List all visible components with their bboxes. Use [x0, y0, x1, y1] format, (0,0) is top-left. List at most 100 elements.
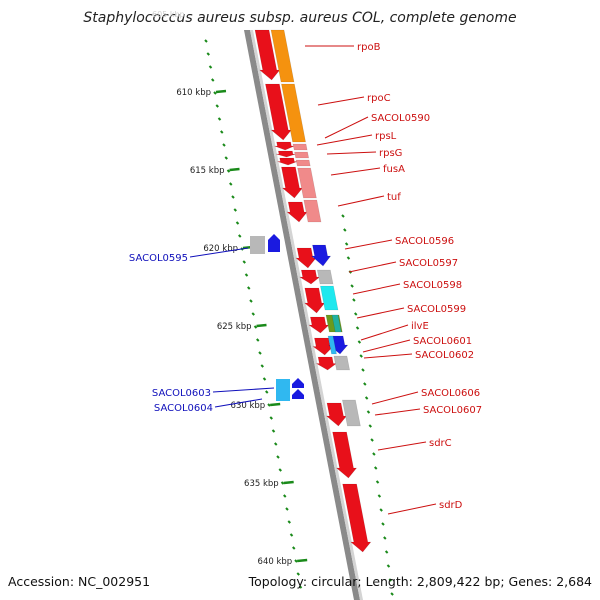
scale-dot-right: [363, 382, 367, 386]
scale-dot: [262, 377, 267, 381]
scale-dot: [235, 221, 240, 225]
gene-forward-secondary: [292, 143, 308, 151]
scale-tick-label: 635 kbp: [244, 479, 279, 489]
gene-label-leader: [371, 391, 419, 405]
gene-label-leader: [377, 441, 427, 451]
scale-tick-label: 615 kbp: [190, 166, 225, 176]
scale-tick-major: [283, 480, 294, 485]
scale-dot: [204, 39, 208, 43]
gene-forward-red: [342, 483, 372, 553]
scale-dot-right: [352, 298, 356, 302]
gene-label-forward: SACOL0599: [407, 304, 466, 315]
scale-dot-right: [379, 508, 383, 512]
gene-label-leader: [337, 195, 385, 207]
accession-text: Accession: NC_002951: [8, 574, 151, 589]
scale-dot: [247, 286, 251, 290]
gene-forward-secondary: [303, 199, 322, 223]
gene-label-reverse: SACOL0603: [152, 388, 211, 399]
gene-reverse-blue: [292, 389, 304, 399]
backbone: [244, 30, 363, 600]
scale-dot: [231, 195, 235, 199]
scale-dot: [249, 299, 253, 303]
gene-labels: rpoB rpoC SACOL0590 rpsL rpsG fusA tuf SACOL059…: [129, 42, 482, 515]
scale-dot-right: [377, 494, 382, 498]
gene-forward-red: [265, 83, 292, 141]
scale-dot-right: [390, 592, 394, 596]
scale-dot-right: [381, 522, 385, 526]
scale-dot-right: [366, 410, 371, 414]
gene-forward-red: [277, 157, 298, 166]
gene-forward-red: [275, 150, 297, 158]
gene-forward-secondary: [310, 244, 332, 267]
scale-dot: [220, 130, 224, 134]
scale-dot: [242, 260, 246, 264]
scale-dot-right: [370, 438, 374, 442]
scale-tick-label: 610 kbp: [176, 88, 211, 98]
gene-forward-secondary: [295, 159, 311, 167]
scale-tick-label: 640 kbp: [258, 557, 293, 567]
scale-dot: [217, 117, 222, 121]
gene-label-forward: SACOL0597: [399, 258, 458, 269]
gene-label-forward: rpoC: [367, 93, 391, 104]
gene-label-forward: rpsG: [379, 148, 402, 159]
gene-forward-red: [307, 316, 330, 334]
gene-label-forward: fusA: [383, 164, 405, 175]
gene-label-leader: [189, 247, 249, 258]
scale-dot-right: [361, 368, 365, 372]
gene-label-forward: SACOL0590: [371, 113, 430, 124]
scale-dot: [278, 468, 282, 472]
scale-ticks: 605 kbp 610 kbp 615 kbp 620 kbp 625 kbp 630 k…: [152, 10, 394, 596]
gene-label-forward: SACOL0596: [395, 236, 454, 247]
gene-forward-secondary: [333, 355, 350, 371]
gene-label-leader: [352, 283, 401, 295]
gene-label-forward: sdrD: [439, 500, 463, 511]
scale-dot: [274, 442, 278, 446]
scale-dot-right: [341, 214, 345, 218]
scale-dot: [256, 338, 260, 342]
gene-forward-teal: [331, 314, 342, 333]
gene-forward-red: [332, 431, 358, 479]
gene-label-leader: [356, 307, 405, 319]
scale-dot: [211, 78, 215, 82]
gene-forward-secondary: [294, 151, 310, 159]
scale-dot-right: [375, 480, 380, 484]
scale-dot: [229, 182, 233, 186]
gene-forward-red: [303, 287, 326, 314]
scale-dot: [298, 585, 303, 589]
scale-dot: [260, 364, 264, 368]
gene-forward-secondary: [342, 399, 361, 427]
gene-label-reverse: SACOL0595: [129, 253, 188, 264]
backbone-line: [244, 30, 360, 600]
genome-summary-text: Topology: circular; Length: 2,809,422 bp…: [248, 574, 592, 589]
scale-dot-right: [383, 536, 387, 540]
scale-dot: [287, 520, 291, 524]
gene-forward-red: [295, 247, 317, 269]
scale-dot: [283, 494, 287, 498]
scale-dot: [258, 351, 262, 355]
gene-forward-red: [298, 269, 321, 285]
scale-dot: [206, 52, 210, 56]
gene-forward-secondary: [297, 167, 317, 199]
scale-dot: [238, 234, 242, 238]
gene-forward-secondary: [281, 83, 306, 143]
scale-label-faded: 605 kbp: [152, 10, 185, 19]
gene-label-leader: [317, 96, 365, 106]
gene-forward-secondary: [316, 269, 334, 285]
scale-dot-right: [372, 452, 376, 456]
scale-dot: [251, 312, 255, 316]
scale-dot: [276, 455, 280, 459]
gene-label-leader: [330, 167, 381, 176]
scale-dot-right: [350, 284, 354, 288]
gene-label-forward: tuf: [387, 192, 401, 203]
gene-label-leader: [326, 151, 377, 155]
gene-label-forward: rpoB: [357, 42, 381, 53]
gene-forward-red: [281, 166, 304, 199]
gene-label-leader: [374, 408, 421, 416]
gene-label-leader: [362, 339, 411, 353]
gene-label-leader: [348, 261, 397, 273]
gene-reverse-blue: [292, 378, 304, 388]
map-title: Staphylococcus aureus subsp. aureus COL,…: [83, 10, 517, 26]
scale-dot-right: [359, 354, 363, 358]
scale-dot: [233, 208, 237, 212]
